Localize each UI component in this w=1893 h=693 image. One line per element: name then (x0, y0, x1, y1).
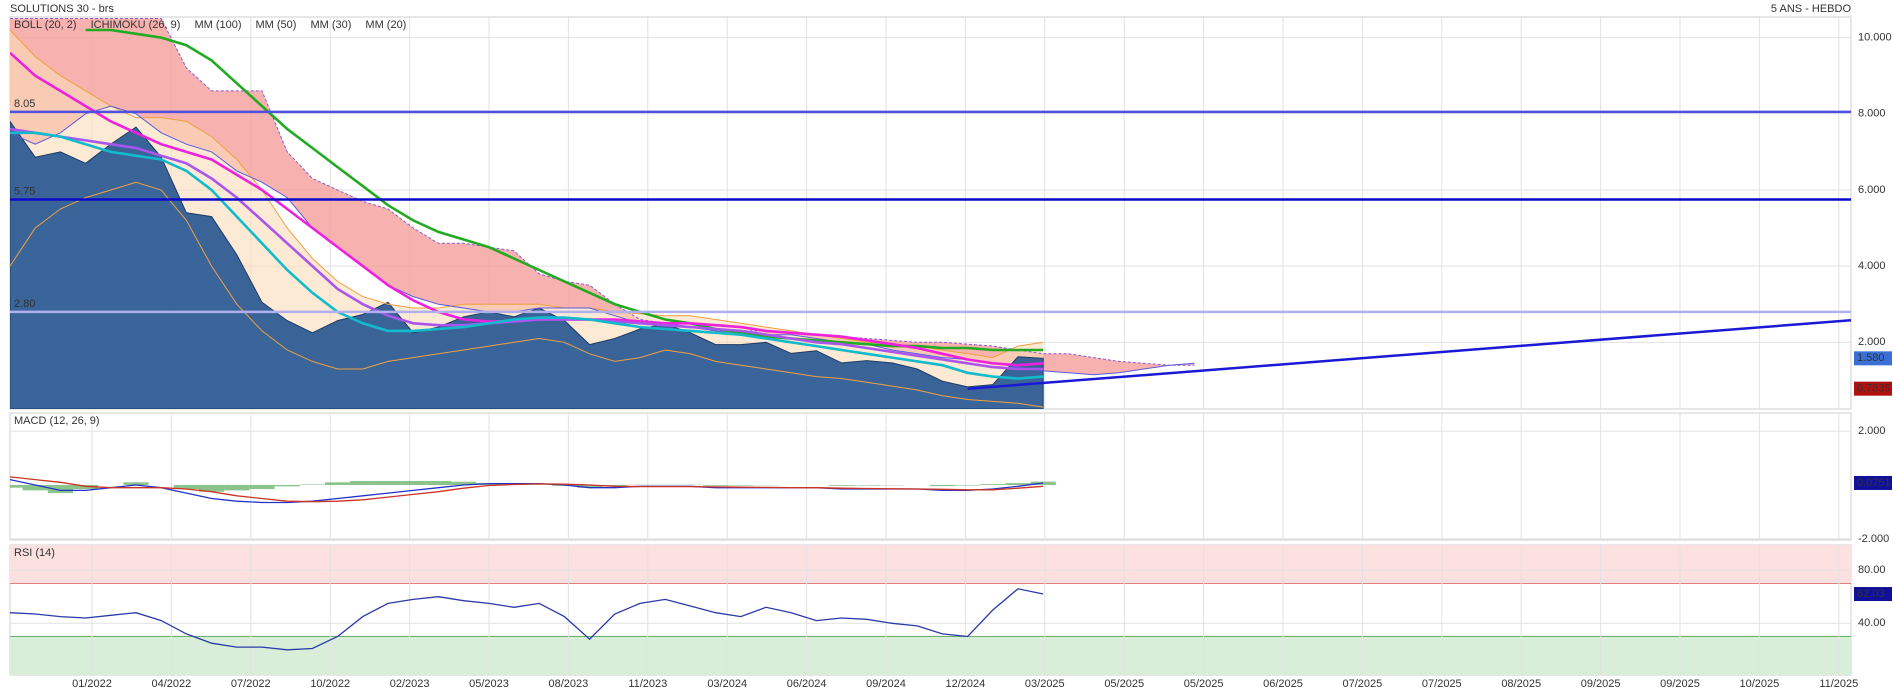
price-tag-label: 0.7835 (1857, 383, 1891, 395)
y-tick-label: 2.000 (1858, 425, 1886, 437)
x-tick-label: 07/2022 (231, 678, 271, 690)
histogram-bar (173, 484, 199, 490)
x-tick-label: 07/2025 (1343, 678, 1383, 690)
panel (9, 412, 1852, 541)
price-tag (1854, 381, 1892, 396)
x-tick-label: 12/2024 (946, 678, 986, 690)
oversold-zone (10, 636, 1851, 675)
value-tag (1854, 587, 1892, 602)
chart-title: SOLUTIONS 30 - brs (10, 3, 114, 15)
x-tick-label: 08/2025 (1501, 678, 1541, 690)
bollinger-lower (10, 181, 1044, 408)
bollinger-upper (10, 29, 1044, 359)
indicator-line (10, 588, 1044, 651)
trend-line (967, 318, 1851, 391)
x-tick-label: 10/2025 (1740, 678, 1780, 690)
level-label: 8.05 (14, 98, 35, 110)
ichimoku-span-a (10, 18, 1195, 366)
x-tick-label: 03/2025 (1025, 678, 1065, 690)
value-tag (1854, 475, 1892, 490)
legend-entry: MM (100) (194, 19, 241, 31)
legend-entry: MM (20) (365, 19, 406, 31)
x-tick-label: 05/2025 (1184, 678, 1224, 690)
x-tick-label: 05/2023 (469, 678, 509, 690)
y-tick-label: 2.000 (1858, 336, 1886, 348)
histogram-bar (400, 480, 426, 485)
histogram-bar (451, 481, 477, 485)
histogram-bar (22, 484, 48, 491)
x-tick-label: 07/2025 (1422, 678, 1462, 690)
y-tick-label: 10.000 (1858, 31, 1892, 43)
y-tick-label: 8.000 (1858, 108, 1886, 120)
histogram-bar (1005, 483, 1031, 485)
histogram-bar (854, 484, 880, 486)
x-tick-label: 11/2023 (628, 678, 667, 690)
x-tick-label: 01/2022 (72, 678, 112, 690)
histogram-bar (73, 484, 99, 490)
histogram-bar (728, 484, 754, 486)
histogram-bar (980, 484, 1006, 485)
legend-entry: ICHIMOKU (26, 9) (91, 19, 181, 31)
overbought-zone (10, 545, 1851, 584)
level-label: 2.80 (14, 298, 35, 310)
x-tick-label: 05/2025 (1104, 678, 1144, 690)
value-tag-label: 62.03 (1857, 588, 1885, 600)
panel-title: RSI (14) (14, 547, 55, 559)
value-tag-label: 0.0751 (1857, 477, 1891, 489)
price-tag (1854, 351, 1892, 366)
level-label: 5.75 (14, 185, 35, 197)
y-tick-label: -2.000 (1858, 533, 1889, 545)
y-tick-label: 40.00 (1858, 617, 1886, 629)
panel-layer (10, 545, 1851, 675)
x-tick-label: 06/2024 (787, 678, 827, 690)
histogram-bar (425, 480, 451, 485)
moving-average (10, 127, 1044, 371)
x-tick-label: 04/2022 (152, 678, 192, 690)
y-tick-label: 6.000 (1858, 184, 1886, 196)
panel-title: MACD (12, 26, 9) (14, 415, 100, 427)
moving-average (10, 131, 1044, 380)
histogram-bar (577, 484, 603, 488)
histogram-bar (47, 484, 73, 494)
x-tick-label: 08/2023 (549, 678, 589, 690)
histogram-bar (375, 480, 401, 485)
histogram-bar (224, 484, 250, 491)
y-tick-label: 4.000 (1858, 260, 1886, 272)
histogram-bar (199, 484, 225, 492)
price-tag-label: 1.580 (1857, 352, 1885, 364)
x-tick-label: 06/2025 (1263, 678, 1303, 690)
histogram-bar (955, 484, 981, 486)
x-tick-label: 10/2022 (310, 678, 350, 690)
histogram-bar (325, 482, 351, 485)
histogram-bar (929, 484, 955, 487)
y-tick-label: 80.00 (1858, 564, 1886, 576)
x-tick-label: 09/2025 (1581, 678, 1621, 690)
histogram-bar (299, 484, 325, 485)
legend-entry: MM (30) (310, 19, 351, 31)
x-tick-label: 11/2025 (1819, 678, 1858, 690)
histogram-bar (10, 484, 23, 488)
moving-average (85, 28, 1044, 352)
x-tick-label: 02/2023 (390, 678, 430, 690)
histogram-bar (249, 484, 275, 490)
indicator-line (10, 476, 1044, 503)
histogram-bar (274, 484, 300, 487)
x-tick-label: 09/2024 (866, 678, 906, 690)
chart-subtitle: 5 ANS - HEBDO (1771, 3, 1852, 15)
histogram-bar (123, 482, 149, 485)
histogram-bar (703, 484, 729, 486)
ichimoku-cloud (10, 18, 1195, 375)
panel-layer (10, 413, 1851, 540)
x-tick-label: 09/2025 (1660, 678, 1700, 690)
x-tick-label: 03/2024 (707, 678, 747, 690)
legend-entry: BOLL (20, 2) (14, 19, 77, 31)
legend-entry: MM (50) (256, 19, 297, 31)
histogram-bar (829, 484, 855, 486)
histogram-bar (350, 480, 376, 485)
